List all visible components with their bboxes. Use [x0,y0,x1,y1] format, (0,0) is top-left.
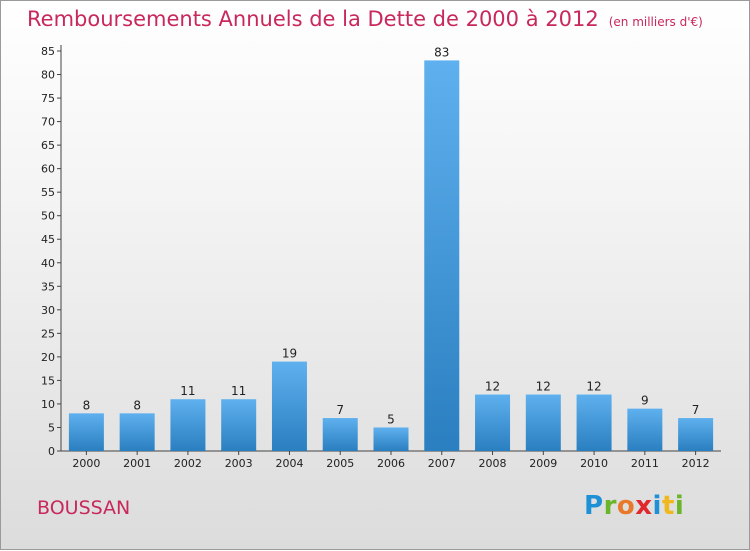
bar-value-label: 12 [586,380,601,394]
x-tick-label: 2009 [529,457,557,470]
x-tick-label: 2007 [428,457,456,470]
y-tick-label: 35 [41,280,55,293]
x-tick-label: 2003 [225,457,253,470]
x-tick-label: 2000 [72,457,100,470]
bar-value-label: 19 [282,347,297,361]
x-tick-label: 2012 [682,457,710,470]
bar [678,418,714,451]
y-tick-label: 0 [48,445,55,458]
bar-value-label: 7 [692,403,700,417]
y-tick-label: 40 [41,257,55,270]
y-tick-label: 70 [41,116,55,129]
logo-letter: o [616,491,636,521]
bar-value-label: 12 [536,380,551,394]
bar [373,427,409,451]
logo-letter: i [652,491,662,521]
bar [525,394,561,451]
bar-value-label: 8 [83,398,91,412]
y-tick-label: 10 [41,398,55,411]
logo-letter: x [635,491,653,521]
y-tick-label: 65 [41,139,55,152]
y-tick-label: 50 [41,210,55,223]
y-tick-label: 15 [41,374,55,387]
proxiti-logo: Proxiti [584,491,684,521]
bar [322,418,358,451]
y-tick-label: 45 [41,233,55,246]
bar-value-label: 11 [180,384,195,398]
bar [170,399,206,451]
unit-note: (en milliers d'€) [608,15,703,29]
bar-value-label: 12 [485,380,500,394]
x-tick-label: 2004 [275,457,303,470]
y-tick-label: 80 [41,69,55,82]
bar [119,413,155,451]
x-tick-label: 2008 [479,457,507,470]
bar-value-label: 8 [133,398,141,412]
chart-title: Remboursements Annuels de la Dette de 20… [27,7,703,31]
bar [221,399,257,451]
bars: 8 8 11 11 19 7 5 83 12 12 12 9 7 [68,45,714,451]
y-tick-label: 20 [41,351,55,364]
x-tick-label: 2001 [123,457,151,470]
bar-value-label: 7 [336,403,344,417]
bar [576,394,612,451]
bar [475,394,511,451]
y-tick-label: 25 [41,327,55,340]
y-tick-label: 30 [41,304,55,317]
x-tick-label: 2006 [377,457,405,470]
y-tick-label: 5 [48,421,55,434]
bar-value-label: 9 [641,394,649,408]
x-tick-label: 2010 [580,457,608,470]
y-tick-label: 75 [41,92,55,105]
logo-letter: t [661,491,675,521]
bar [424,60,460,451]
bar [627,408,663,451]
commune-name: BOUSSAN [37,497,131,519]
y-tick-label: 85 [41,45,55,58]
y-tick-label: 55 [41,186,55,199]
bar-value-label: 5 [387,412,395,426]
x-tick-label: 2002 [174,457,202,470]
logo-letter: P [584,491,604,521]
bar-value-label: 83 [434,45,449,59]
y-tick-label: 60 [41,163,55,176]
bar [68,413,104,451]
bar [271,361,307,451]
bar-value-label: 11 [231,384,246,398]
logo-letter: i [674,491,685,521]
title-text: Remboursements Annuels de la Dette de 20… [27,7,599,31]
x-tick-label: 2005 [326,457,354,470]
x-tick-label: 2011 [631,457,659,470]
logo-letter: r [603,491,617,521]
